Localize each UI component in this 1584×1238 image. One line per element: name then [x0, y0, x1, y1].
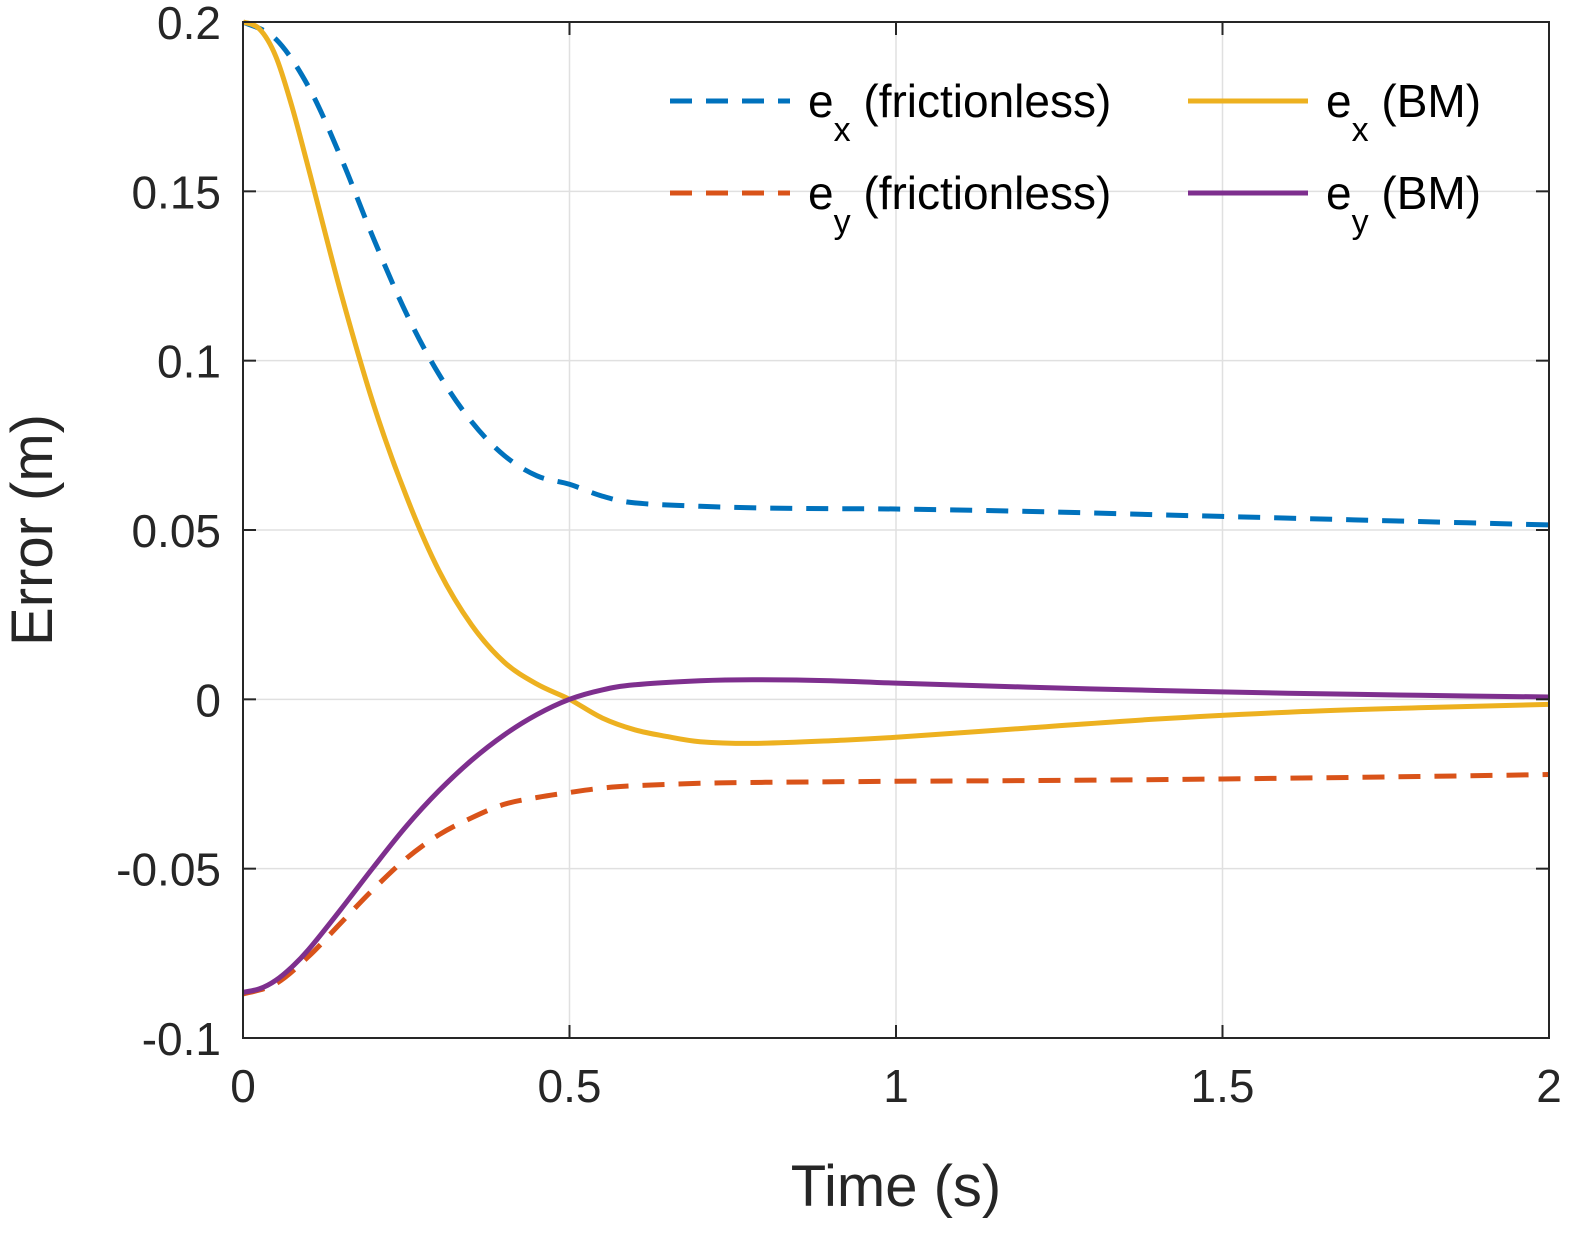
- y-tick-label: 0.05: [131, 505, 221, 557]
- legend-entry-label: ey (frictionless): [808, 167, 1111, 241]
- y-tick-label: 0.2: [157, 0, 221, 49]
- series-line-2: [242, 772, 1550, 997]
- y-tick-label: -0.1: [142, 1013, 221, 1065]
- y-tick-label: -0.05: [116, 844, 221, 896]
- y-tick-label: 0.1: [157, 336, 221, 388]
- x-tick-label: 1.5: [1191, 1060, 1255, 1112]
- x-axis-label: Time (s): [791, 1154, 1001, 1219]
- x-tick-label: 2: [1536, 1060, 1562, 1112]
- y-tick-label: 0.15: [131, 166, 221, 218]
- y-axis-label: Error (m): [0, 414, 65, 646]
- series-line-4: [242, 677, 1550, 995]
- x-tick-label: 0.5: [538, 1060, 602, 1112]
- series-layer: [241, 19, 1550, 997]
- x-tick-label: 0: [230, 1060, 256, 1112]
- series-line-1: [241, 19, 1550, 528]
- y-tick-label: 0: [195, 674, 221, 726]
- legend-entry-label: ey (BM): [1326, 167, 1481, 241]
- legend-entry-label: ex (BM): [1326, 75, 1481, 149]
- tick-labels: 0 0.5 1 1.5 2 -0.1 -0.05 0 0.05 0.1 0.15 0.2: [116, 0, 1562, 1112]
- tick-marks: [242, 21, 1550, 1039]
- legend: ex (frictionless) ey (frictionless) ex (BM…: [670, 75, 1481, 241]
- series-line-3: [242, 19, 1550, 746]
- legend-entry-label: ex (frictionless): [808, 75, 1111, 149]
- x-tick-label: 1: [883, 1060, 909, 1112]
